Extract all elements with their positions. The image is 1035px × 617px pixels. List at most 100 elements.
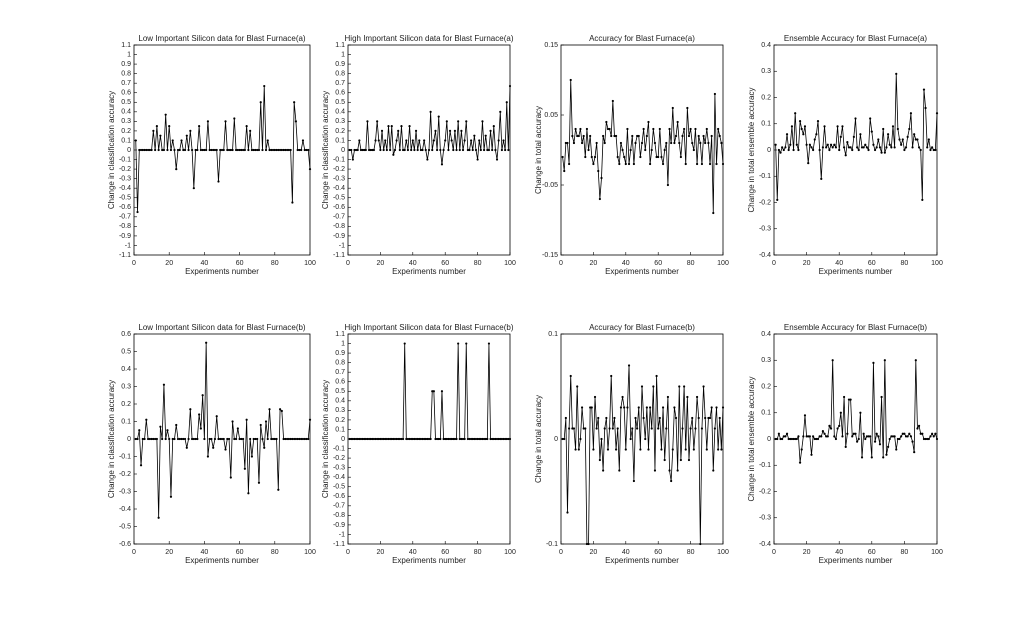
data-point: [631, 134, 634, 138]
data-point: [138, 148, 141, 152]
data-point: [810, 453, 813, 456]
data-point: [194, 148, 197, 152]
x-tick-label: 20: [803, 260, 811, 267]
y-tick-label: 0.8: [335, 359, 345, 366]
y-tick-label: 0.3: [335, 118, 345, 125]
data-point: [642, 127, 645, 131]
data-point: [585, 542, 589, 546]
data-point: [790, 437, 794, 441]
data-point: [784, 435, 787, 438]
data-point: [277, 488, 280, 491]
data-point: [636, 427, 639, 430]
data-point: [908, 127, 911, 131]
data-point: [448, 437, 452, 441]
data-point: [834, 437, 838, 441]
data-point: [900, 435, 903, 438]
data-point: [392, 153, 395, 156]
data-point: [162, 148, 166, 152]
data-point: [867, 435, 870, 438]
data-point: [869, 435, 872, 438]
data-point: [256, 148, 259, 152]
data-point: [653, 469, 657, 472]
data-line: [562, 79, 724, 214]
data-point: [486, 437, 489, 441]
data-point: [183, 148, 187, 152]
data-point: [139, 464, 143, 467]
data-point: [574, 448, 577, 451]
data-point: [190, 148, 194, 152]
y-tick-label: -0.7: [119, 214, 131, 221]
data-point: [489, 129, 492, 133]
data-point: [823, 125, 826, 128]
x-tick-label: 100: [931, 549, 943, 556]
data-point: [408, 437, 411, 441]
data-point: [298, 437, 301, 441]
data-point: [916, 427, 919, 430]
data-point: [935, 437, 939, 441]
data-point: [779, 437, 782, 441]
data-point: [257, 148, 261, 152]
data-point: [927, 138, 930, 141]
data-point: [782, 435, 785, 438]
data-point: [697, 416, 700, 420]
x-tick-label: 0: [559, 549, 563, 556]
data-point: [273, 148, 276, 152]
y-tick-label: -0.6: [333, 493, 345, 500]
data-point: [885, 146, 888, 149]
data-point: [808, 435, 811, 438]
y-tick-label: -0.2: [759, 488, 771, 495]
y-tick-label: -0.3: [119, 175, 131, 182]
data-point: [645, 134, 648, 138]
data-point: [621, 148, 624, 152]
data-point: [720, 141, 723, 145]
data-point: [206, 455, 210, 458]
data-point: [913, 451, 916, 454]
x-tick-label: 40: [409, 260, 417, 267]
y-tick-label: -0.4: [333, 474, 345, 481]
data-point: [650, 148, 653, 152]
data-point: [585, 127, 589, 131]
data-point: [395, 437, 398, 441]
data-point: [582, 134, 585, 138]
data-point: [270, 437, 273, 441]
data-point: [805, 143, 808, 146]
data-point: [384, 437, 387, 441]
data-point: [776, 198, 779, 201]
data-point: [408, 125, 411, 128]
data-point: [593, 155, 597, 159]
data-point: [602, 134, 605, 138]
data-point: [495, 158, 499, 161]
data-point: [584, 427, 587, 430]
data-point: [442, 148, 445, 152]
data-point: [572, 141, 576, 145]
data-point: [270, 148, 273, 152]
data-point: [797, 435, 800, 438]
data-point: [366, 120, 369, 123]
data-point: [692, 148, 695, 152]
data-point: [453, 129, 457, 133]
data-point: [361, 148, 364, 152]
data-point: [587, 148, 590, 152]
data-point: [616, 155, 619, 159]
data-point: [476, 437, 479, 441]
data-point: [828, 148, 831, 152]
data-point: [229, 148, 232, 152]
x-tick-label: 40: [835, 260, 843, 267]
data-point: [308, 418, 312, 421]
data-point: [875, 146, 878, 149]
y-tick-label: -0.4: [333, 185, 345, 192]
data-point: [644, 437, 647, 441]
y-tick-label: -0.3: [759, 226, 771, 233]
data-point: [286, 148, 289, 152]
data-point: [627, 364, 631, 367]
y-tick-label: 0.4: [121, 366, 131, 373]
data-point: [278, 408, 282, 411]
data-point: [887, 133, 890, 136]
y-tick-label: 0.7: [335, 80, 345, 87]
data-point: [854, 432, 857, 435]
data-point: [504, 437, 507, 441]
data-point: [597, 169, 600, 173]
x-axis-label: Experiments number: [185, 556, 259, 565]
data-point: [639, 448, 642, 451]
data-point: [563, 169, 566, 173]
